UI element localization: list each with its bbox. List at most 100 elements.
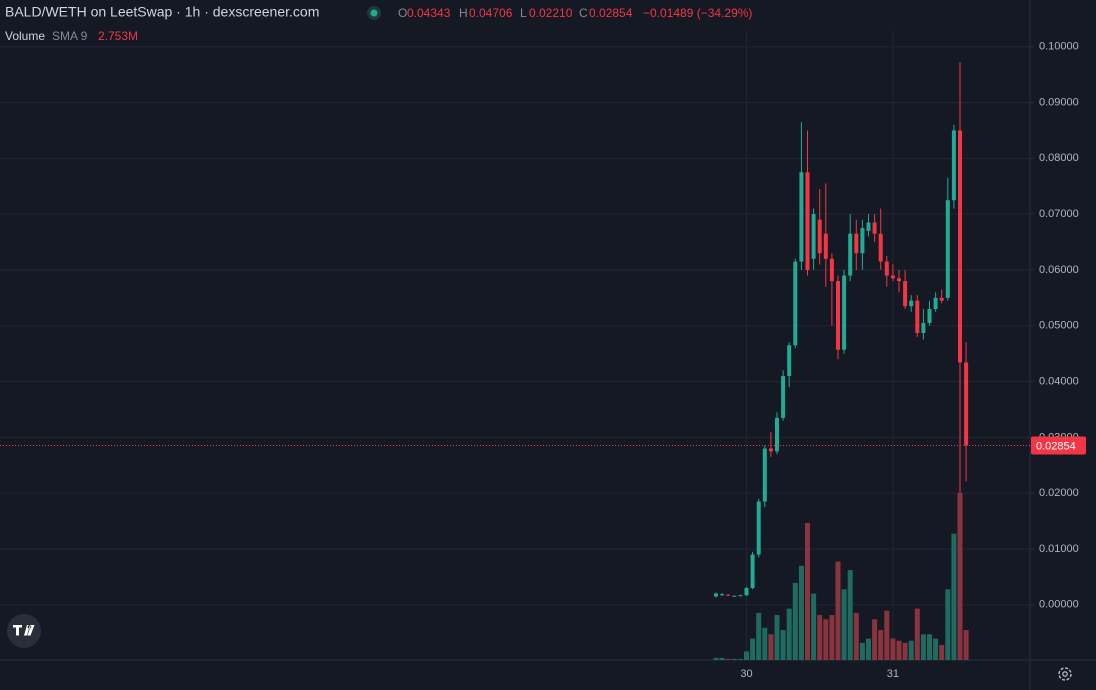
chart-title: BALD/WETH on LeetSwap · 1h · dexscreener… — [5, 4, 319, 20]
candle-body — [927, 309, 932, 323]
volume-bar — [914, 608, 920, 660]
candle-body — [817, 219, 822, 254]
volume-bar — [762, 627, 768, 660]
candle-body — [823, 233, 828, 259]
candle-body — [836, 281, 840, 350]
volume-bar — [750, 638, 756, 660]
candle-body — [768, 448, 773, 452]
candle-body — [915, 300, 920, 334]
volume-bar — [817, 615, 823, 660]
status-dot — [370, 9, 378, 17]
volume-bar — [853, 612, 859, 660]
candle-body — [945, 200, 950, 298]
candle-body — [805, 172, 810, 270]
candle-body — [903, 281, 908, 307]
volume-bar — [847, 570, 853, 660]
volume-bar — [835, 561, 841, 660]
volume-bar — [927, 634, 932, 660]
logo-bg[interactable] — [7, 614, 41, 648]
candle-body — [714, 593, 718, 597]
logo-mark[interactable] — [13, 625, 35, 636]
volume-bar — [805, 522, 810, 660]
candle-body — [787, 345, 792, 376]
change-value: −0.01489 (−34.29%) — [643, 6, 752, 20]
volume-label: Volume — [5, 29, 45, 43]
candle-body — [939, 297, 944, 301]
tv-logo[interactable] — [7, 614, 41, 648]
candle-body — [890, 275, 895, 279]
volume-bar — [963, 630, 969, 660]
volume-bar — [768, 634, 774, 660]
candle-body — [781, 375, 786, 418]
candle-body — [866, 222, 871, 231]
x-tick-label: 30 — [740, 668, 752, 680]
gear[interactable] — [1058, 667, 1072, 681]
volume-bar — [713, 657, 719, 660]
y-tick-label: 0.06000 — [1039, 264, 1079, 276]
volume-bar — [719, 657, 725, 660]
volume-bar — [756, 612, 762, 660]
volume-bar — [866, 638, 871, 660]
volume-bar — [957, 493, 963, 660]
volume-bar — [945, 589, 951, 660]
volume-bar — [798, 565, 804, 660]
candle-body — [762, 448, 767, 502]
volume-bar — [731, 658, 737, 660]
volume-bar — [902, 642, 908, 660]
close-value: 0.02854 — [589, 6, 633, 20]
candle-body — [860, 228, 865, 254]
marks — [713, 62, 969, 660]
candle-body — [884, 261, 889, 276]
settings-icon[interactable] — [1058, 667, 1072, 681]
candle-body — [738, 595, 743, 597]
high-key: H — [459, 6, 468, 20]
y-tick-label: 0.09000 — [1039, 96, 1079, 108]
y-tick-label: 0.10000 — [1039, 41, 1079, 53]
low-key: L — [520, 6, 527, 20]
y-tick-label: 0.04000 — [1039, 375, 1079, 387]
candle-body — [744, 588, 749, 596]
candle-body — [793, 261, 798, 346]
volume-bar — [896, 640, 902, 660]
low-value: 0.02210 — [529, 6, 573, 20]
candle-body — [842, 275, 847, 350]
candle-body — [732, 595, 737, 597]
volume-sma: 2.753M — [98, 29, 138, 43]
candle-body — [951, 130, 956, 201]
y-tick-label: 0.08000 — [1039, 152, 1079, 164]
volume-bar — [951, 533, 957, 660]
candle-body — [897, 278, 901, 282]
candle-body — [964, 362, 969, 446]
volume-bar — [859, 642, 865, 660]
candle-body — [726, 594, 731, 596]
x-tick-label: 31 — [887, 668, 899, 680]
candle-body — [720, 594, 725, 596]
candle-body — [878, 233, 883, 262]
candle-body — [933, 297, 938, 310]
candle-body — [872, 222, 877, 234]
volume-bar — [786, 608, 792, 660]
volume-bar — [939, 645, 945, 660]
candle-body — [756, 501, 761, 555]
candle-body — [909, 300, 914, 307]
volume-bar — [920, 634, 926, 660]
volume-bar — [933, 638, 939, 660]
candle-body — [799, 172, 804, 262]
y-tick-label: 0.05000 — [1039, 320, 1079, 332]
volume-bar — [884, 610, 890, 660]
volume-bar — [829, 615, 835, 660]
high-value: 0.04706 — [469, 6, 513, 20]
gear-hub[interactable] — [1062, 671, 1068, 677]
y-tick-label: 0.00000 — [1039, 599, 1079, 611]
volume-bar — [872, 619, 878, 660]
volume-bar — [908, 640, 914, 660]
volume-bar — [737, 658, 743, 660]
candle-body — [775, 417, 779, 452]
candle-body — [854, 233, 859, 254]
volume-bar — [780, 630, 786, 660]
candle-body — [811, 214, 816, 259]
volume-bar — [792, 582, 798, 660]
grid — [0, 30, 1030, 660]
